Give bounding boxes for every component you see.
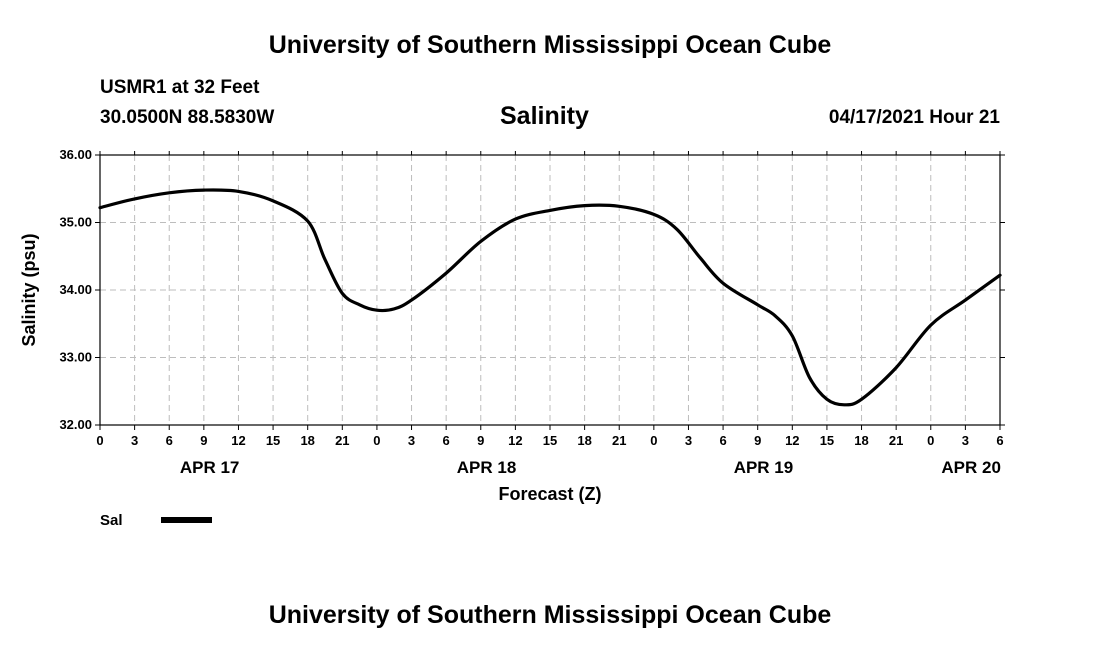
datetime-label: 04/17/2021 Hour 21 [828,107,1000,128]
x-tick-label: 0 [373,433,380,448]
axes [95,151,1005,430]
x-tick-label: 6 [443,433,450,448]
x-tick-label: 18 [854,433,868,448]
x-tick-label: 15 [266,433,280,448]
coordinates-label: 30.0500N 88.5830W [100,107,275,128]
x-tick-label: 15 [820,433,834,448]
date-label: APR 19 [734,458,794,477]
station-label: USMR1 at 32 Feet [100,77,260,98]
x-tick-label: 6 [166,433,173,448]
x-tick-label: 21 [335,433,349,448]
y-axis-title: Salinity (psu) [19,233,39,346]
chart-title: Salinity [500,102,589,130]
x-axis-title: Forecast (Z) [498,484,601,504]
plot-frame [99,154,1001,426]
x-tick-label: 21 [889,433,903,448]
x-tick-label: 3 [685,433,692,448]
x-tick-label: 3 [408,433,415,448]
x-tick-label: 18 [300,433,314,448]
x-tick-label: 6 [996,433,1003,448]
x-tick-label: 0 [96,433,103,448]
grid-lines [100,155,1000,425]
x-tick-label: 12 [231,433,245,448]
x-tick-label: 9 [754,433,761,448]
date-label: APR 20 [941,458,1001,477]
x-tick-label: 9 [477,433,484,448]
x-tick-label: 18 [577,433,591,448]
x-tick-label: 12 [785,433,799,448]
top-title: University of Southern Mississippi Ocean… [268,31,832,59]
x-tick-label: 12 [508,433,522,448]
y-tick-label: 34.00 [59,282,92,297]
x-tick-label: 6 [719,433,726,448]
bottom-title: University of Southern Mississippi Ocean… [268,601,832,629]
x-tick-label: 0 [927,433,934,448]
x-tick-label: 21 [612,433,626,448]
date-label: APR 17 [180,458,240,477]
legend-swatch [161,517,212,523]
x-tick-label: 0 [650,433,657,448]
legend-label: Sal [100,512,123,529]
x-tick-label: 15 [543,433,557,448]
y-tick-label: 36.00 [59,147,92,162]
y-tick-label: 35.00 [59,215,92,230]
date-label: APR 18 [457,458,517,477]
x-tick-label: 3 [962,433,969,448]
y-tick-label: 33.00 [59,350,92,365]
x-tick-label: 3 [131,433,138,448]
x-tick-label: 9 [200,433,207,448]
salinity-series-line [98,188,1002,407]
tick-labels: 0 3 6 9 12 15 18 21 0 3 6 9 12 15 18 21 0 3 6 9 12 15 18 21 0 3 6 3… [59,147,1003,477]
y-tick-label: 32.00 [59,417,92,432]
